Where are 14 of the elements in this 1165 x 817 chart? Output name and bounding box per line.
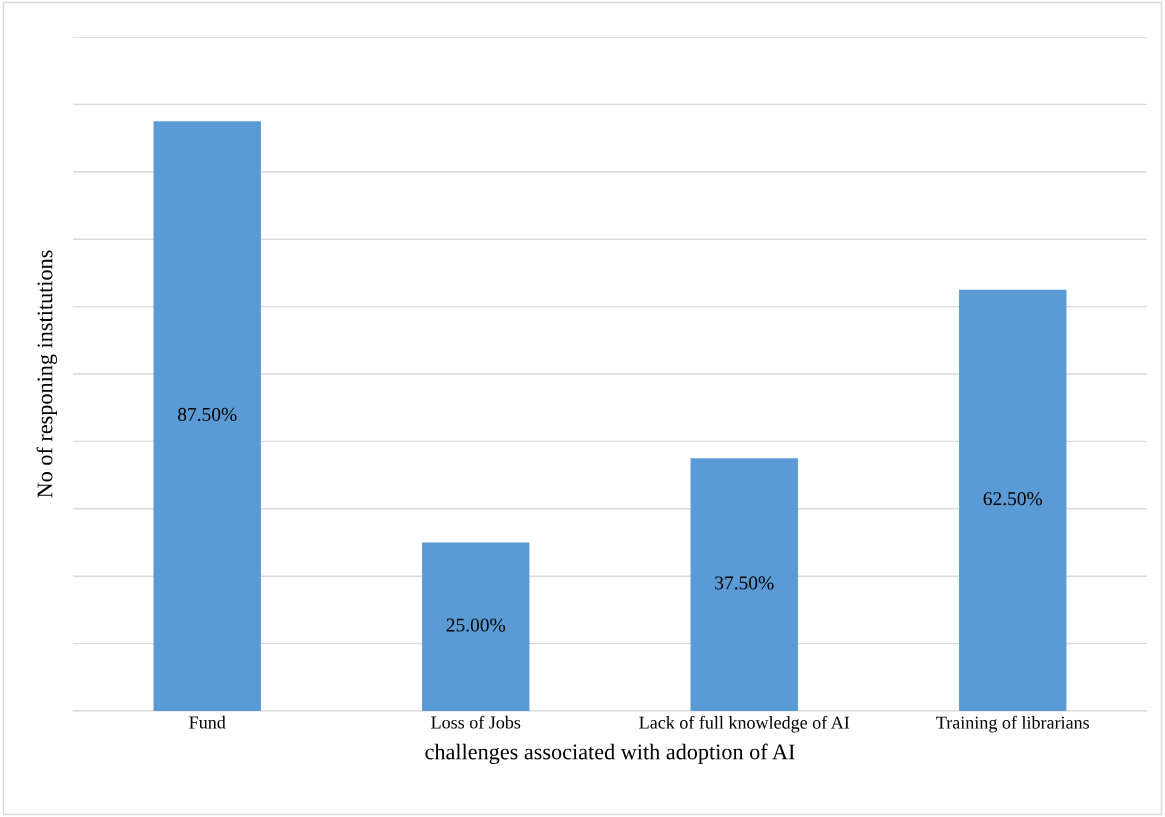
x-tick-label: Fund [189, 715, 226, 729]
bar [690, 458, 798, 711]
x-axis-title: challenges associated with adoption of AI [425, 743, 795, 765]
data-label: 62.50% [983, 492, 1043, 506]
x-tick-label: Training of librarians [936, 715, 1089, 733]
data-label: 37.50% [715, 576, 774, 590]
bar [153, 121, 261, 711]
x-tick-label: Loss of Jobs [431, 715, 521, 729]
y-axis-title: No of responing institutions [36, 250, 58, 498]
bar [959, 289, 1067, 711]
bar [422, 542, 530, 711]
data-label: 25.00% [446, 618, 506, 632]
data-label: 87.50% [178, 407, 237, 422]
x-tick-label: Lack of full knowledge of AI [639, 715, 850, 733]
